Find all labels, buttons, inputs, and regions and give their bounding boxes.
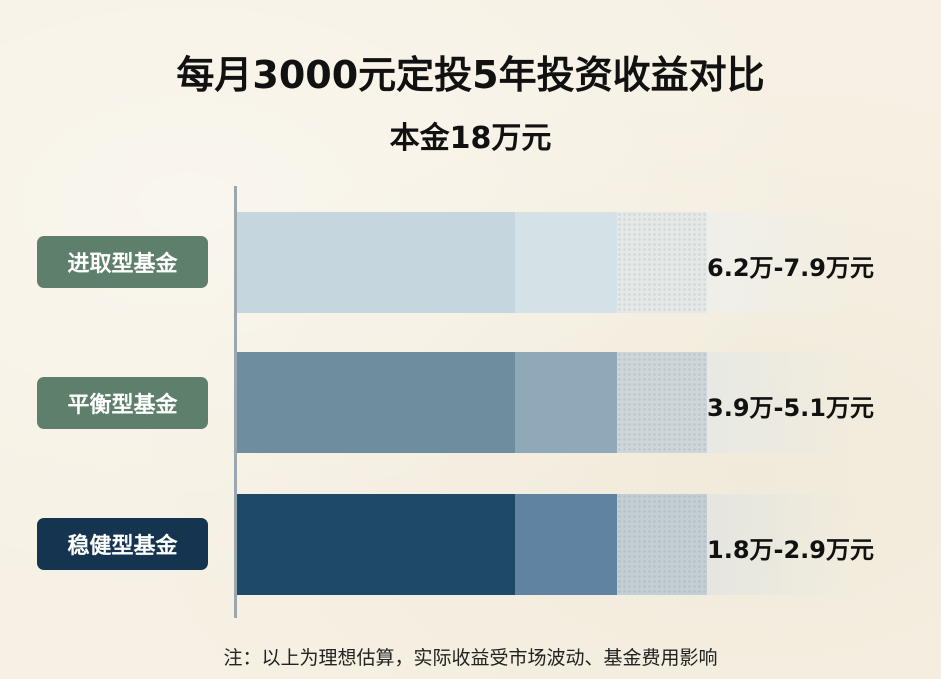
chart-title: 每月3000元定投5年投资收益对比	[176, 53, 765, 97]
bar-row-aggressive: 进取型基金 6.2万-7.9万元	[0, 212, 941, 313]
bar-segment-solid	[237, 494, 515, 595]
bar	[237, 212, 857, 313]
bar-segment-fade	[707, 352, 857, 453]
category-label: 稳健型基金	[37, 518, 208, 570]
bar-segment-fade	[707, 212, 857, 313]
bar-segment-fade	[707, 494, 857, 595]
category-label-text: 平衡型基金	[67, 393, 178, 418]
category-label: 进取型基金	[37, 236, 208, 288]
chart-subtitle: 本金18万元	[389, 121, 552, 156]
bar-segment-solid	[237, 352, 515, 453]
value-label: 1.8万-2.9万元	[707, 536, 874, 564]
bar-segment-mid	[515, 494, 617, 595]
value-label: 6.2万-7.9万元	[707, 254, 874, 282]
bar-segment-solid	[237, 212, 515, 313]
bar-segment-speckle	[617, 352, 707, 453]
bar-segment-mid	[515, 212, 617, 313]
category-label-text: 进取型基金	[67, 252, 178, 277]
category-label-text: 稳健型基金	[67, 534, 178, 559]
bar-segment-speckle	[617, 494, 707, 595]
y-axis-line	[234, 186, 237, 618]
value-label: 3.9万-5.1万元	[707, 394, 874, 422]
bar	[237, 352, 857, 453]
bar-row-balanced: 平衡型基金 3.9万-5.1万元	[0, 352, 941, 453]
footnote: 注：以上为理想估算，实际收益受市场波动、基金费用影响	[223, 647, 718, 669]
bar-segment-speckle	[617, 212, 707, 313]
bar	[237, 494, 857, 595]
bar-segment-mid	[515, 352, 617, 453]
bar-row-conservative: 稳健型基金 1.8万-2.9万元	[0, 494, 941, 595]
category-label: 平衡型基金	[37, 377, 208, 429]
